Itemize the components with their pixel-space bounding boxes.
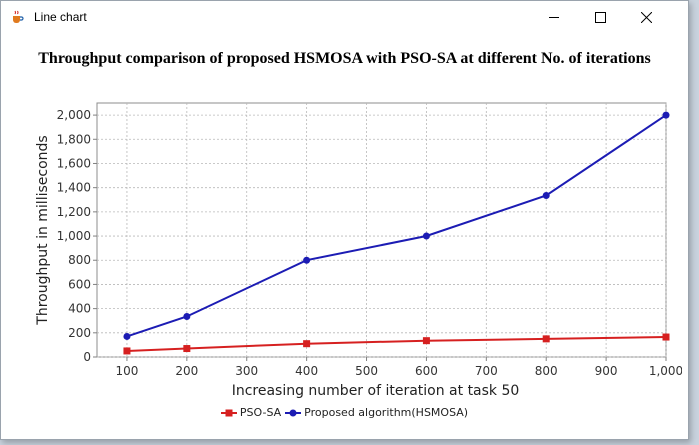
x-tick-label: 200 [175,364,198,378]
legend-swatch [285,409,302,416]
data-point [123,347,131,355]
legend-swatch [220,409,237,416]
y-tick-label: 1,600 [57,156,91,170]
close-icon [640,11,652,23]
x-axis-label: Increasing number of iteration at task 5… [232,383,520,399]
chart-window: Line chart Throughput comparison of prop… [0,0,689,440]
title-bar[interactable]: Line chart [1,1,688,33]
x-tick-label: 800 [535,364,558,378]
y-tick-label: 1,000 [57,229,91,243]
data-point [183,345,191,353]
data-point [542,192,550,200]
y-tick-label: 1,200 [57,205,91,219]
y-tick-label: 2,000 [57,108,91,122]
x-tick-label: 600 [415,364,438,378]
close-button[interactable] [623,1,669,33]
y-tick-label: 0 [83,350,91,364]
x-tick-label: 900 [595,364,618,378]
data-point [662,333,670,341]
x-tick-label: 300 [235,364,258,378]
x-tick-label: 500 [355,364,378,378]
y-tick-label: 400 [68,302,91,316]
legend-label: Proposed algorithm(HSMOSA) [304,406,469,419]
y-tick-label: 1,800 [57,132,91,146]
y-tick-label: 600 [68,277,91,291]
minimize-button[interactable] [531,1,577,33]
x-tick-label: 400 [295,364,318,378]
data-point [422,232,430,240]
data-point [303,340,311,348]
series-line-1 [126,336,667,352]
y-tick-label: 1,400 [57,181,91,195]
data-point [303,256,311,264]
y-axis-label: Throughput in milliseconds [35,135,51,325]
data-point [662,111,670,119]
data-point [183,312,191,320]
y-tick-label: 800 [68,253,91,267]
x-tick-label: 100 [115,364,138,378]
minimize-icon [548,16,559,18]
window-title: Line chart [34,10,87,24]
maximize-button[interactable] [577,1,623,33]
chart-title: Throughput comparison of proposed HSMOSA… [38,50,651,67]
chart-legend: PSO-SA Proposed algorithm(HSMOSA) [7,406,682,419]
maximize-icon [594,11,606,23]
legend-item: PSO-SA [220,406,282,419]
series-line-2 [126,114,667,338]
y-tick-label: 200 [68,326,91,340]
x-tick-label: 700 [475,364,498,378]
x-tick-label: 1,000 [649,364,682,378]
data-point [123,332,131,340]
java-cup-icon [13,10,24,23]
data-point [422,337,430,345]
legend-item: Proposed algorithm(HSMOSA) [285,406,468,419]
chart-panel: Throughput comparison of proposed HSMOSA… [7,33,682,435]
legend-label: PSO-SA [239,406,282,419]
data-point [542,335,550,343]
line-chart: 0 200 400 600 800 1,000 1,200 1,400 1,600 1,800 2,… [35,102,682,399]
